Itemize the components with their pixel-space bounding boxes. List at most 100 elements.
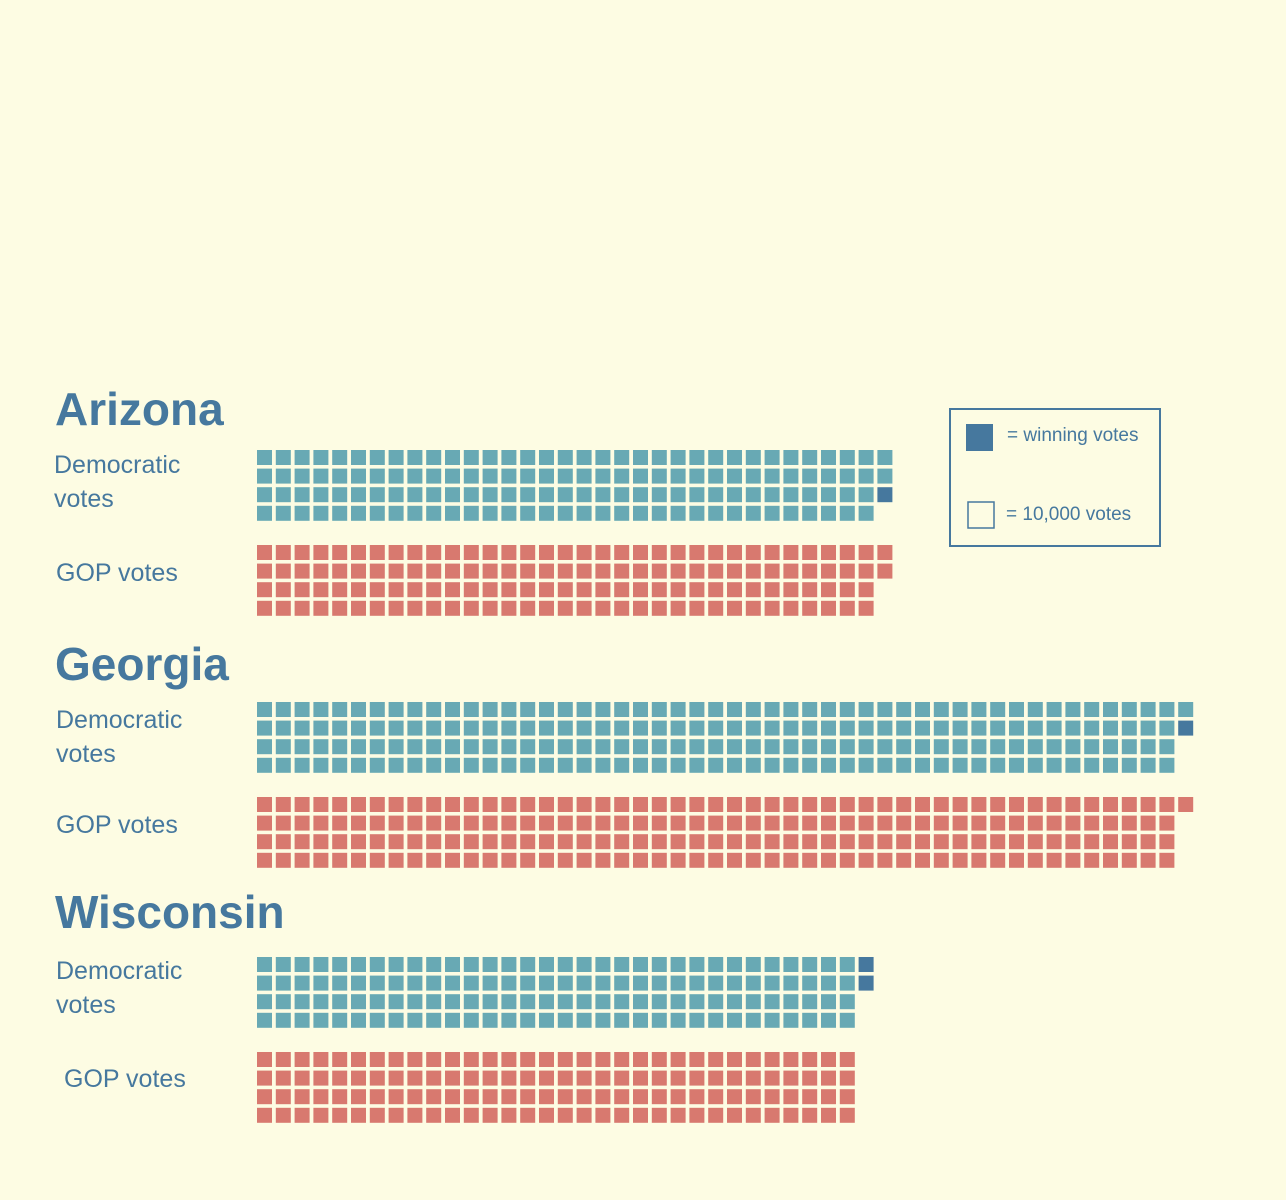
georgia-democratic-square [595, 739, 611, 755]
georgia-gop-square [952, 815, 968, 831]
arizona-gop-square [407, 600, 423, 616]
wisconsin-democratic-square [369, 1012, 385, 1028]
wisconsin-democratic-square [839, 975, 855, 991]
wisconsin-democratic-square [275, 1012, 291, 1028]
georgia-gop-square [576, 834, 592, 850]
arizona-democratic-square [463, 450, 479, 465]
wisconsin-gop-square [332, 1089, 348, 1105]
arizona-democratic-square [257, 468, 272, 484]
georgia-democratic-square [557, 757, 573, 773]
wisconsin-gop-square [821, 1052, 836, 1067]
arizona-dem-label-line2: votes [54, 485, 114, 513]
arizona-gop-square [727, 600, 742, 616]
georgia-democratic-square [727, 702, 742, 717]
georgia-democratic-square [877, 720, 893, 736]
arizona-democratic-square [764, 505, 780, 521]
wisconsin-gop-square [426, 1070, 442, 1086]
arizona-gop-square [482, 545, 498, 560]
arizona-democratic-square [557, 468, 573, 484]
arizona-democratic-square [351, 468, 366, 484]
arizona-democratic-square [839, 450, 855, 465]
arizona-democratic-square [858, 468, 874, 484]
arizona-gop-square [445, 600, 460, 616]
arizona-democratic-square [332, 487, 348, 503]
arizona-gop-square [670, 600, 686, 616]
georgia-democratic-square [633, 702, 648, 717]
georgia-gop-square [426, 797, 442, 812]
georgia-gop-square [595, 815, 611, 831]
georgia-democratic-square [896, 739, 912, 755]
arizona-democratic-square [257, 505, 272, 521]
georgia-democratic-square [1121, 757, 1137, 773]
georgia-gop-square [651, 852, 667, 868]
wisconsin-gop-square [369, 1070, 385, 1086]
wisconsin-gop-square [520, 1107, 536, 1123]
wisconsin-democratic-square [313, 975, 329, 991]
arizona-democratic-square [614, 487, 630, 503]
georgia-gop-square [1103, 852, 1118, 868]
georgia-democratic-square [1009, 720, 1024, 736]
arizona-gop-square [764, 563, 780, 579]
georgia-gop-square [933, 852, 949, 868]
wisconsin-gop-square [802, 1052, 818, 1067]
wisconsin-democratic-square [727, 1012, 742, 1028]
georgia-democratic-square [708, 757, 724, 773]
arizona-gop-square [557, 582, 573, 598]
arizona-democratic-square [821, 505, 836, 521]
georgia-gop-square [1046, 815, 1062, 831]
georgia-democratic-square [369, 702, 385, 717]
wisconsin-gop-square [614, 1089, 630, 1105]
arizona-democratic-square [313, 487, 329, 503]
georgia-democratic-square [520, 757, 536, 773]
georgia-democratic-square [802, 702, 818, 717]
arizona-gop-square [802, 600, 818, 616]
georgia-gop-square [745, 797, 761, 812]
arizona-gop-square [595, 582, 611, 598]
arizona-gop-square [445, 545, 460, 560]
arizona-gop-square [369, 582, 385, 598]
arizona-democratic-square [576, 468, 592, 484]
georgia-gop-square [520, 834, 536, 850]
georgia-gop-square [651, 815, 667, 831]
georgia-democratic-square [1046, 720, 1062, 736]
arizona-democratic-square [445, 450, 460, 465]
georgia-gop-square [557, 852, 573, 868]
georgia-gop-square [821, 815, 836, 831]
arizona-gop-square [783, 582, 799, 598]
arizona-democratic-square [294, 450, 310, 465]
georgia-gop-square [877, 815, 893, 831]
arizona-gop-square [520, 563, 536, 579]
wisconsin-gop-square [557, 1070, 573, 1086]
arizona-gop-square [821, 563, 836, 579]
georgia-democratic-square [426, 702, 442, 717]
georgia-democratic-square [257, 702, 272, 717]
georgia-democratic-square [351, 702, 366, 717]
wisconsin-democratic-square [332, 975, 348, 991]
wisconsin-gop-square [539, 1089, 554, 1105]
georgia-democratic-square [407, 720, 423, 736]
wisconsin-democratic-square [445, 1012, 460, 1028]
wisconsin-gop-square [445, 1107, 460, 1123]
georgia-gop-square [839, 834, 855, 850]
arizona-democratic-square [257, 450, 272, 465]
arizona-gop-square [369, 600, 385, 616]
georgia-gop-square [1065, 797, 1081, 812]
georgia-gop-square [689, 852, 705, 868]
arizona-gop-square [351, 582, 366, 598]
wisconsin-democratic-square [482, 994, 498, 1010]
wisconsin-gop-square [257, 1107, 272, 1123]
georgia-democratic-square [971, 702, 987, 717]
georgia-democratic-square [445, 702, 460, 717]
georgia-gop-square [1103, 834, 1118, 850]
georgia-democratic-square [1140, 739, 1156, 755]
arizona-gop-square [463, 563, 479, 579]
georgia-democratic-square [426, 720, 442, 736]
arizona-gop-square [614, 545, 630, 560]
wisconsin-gop-square [633, 1089, 648, 1105]
georgia-democratic-square [689, 702, 705, 717]
georgia-democratic-square [651, 702, 667, 717]
georgia-gop-square [1121, 834, 1137, 850]
georgia-democratic-square [275, 720, 291, 736]
arizona-gop-square [388, 545, 404, 560]
